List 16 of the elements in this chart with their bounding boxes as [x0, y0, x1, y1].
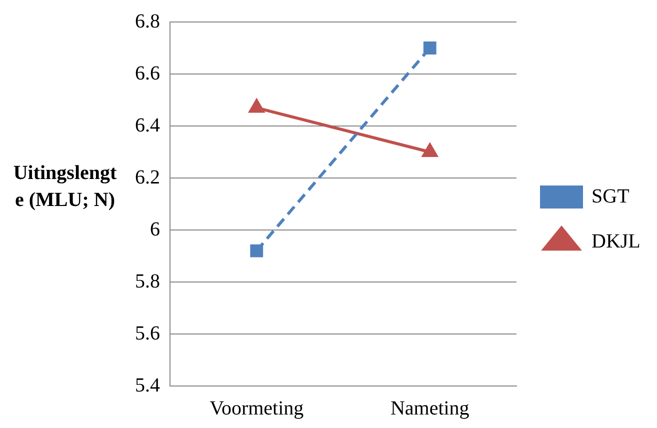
- y-tick-label: 5.8: [135, 270, 160, 292]
- y-tick-label: 6.8: [135, 10, 160, 32]
- y-tick-label: 5.6: [135, 322, 160, 344]
- y-tick-label: 6.4: [135, 114, 160, 136]
- legend-label: DKJL: [592, 230, 640, 252]
- x-tick-label: Nameting: [390, 397, 470, 420]
- point: [250, 244, 264, 258]
- legend-label: SGT: [592, 185, 630, 208]
- y-tick-label: 6.2: [135, 166, 160, 188]
- y-tick-label: 6: [150, 218, 160, 240]
- point: [249, 99, 264, 113]
- point: [422, 144, 438, 157]
- y-tick-label: 6.6: [135, 62, 160, 84]
- y-tick-label: 5.4: [135, 374, 160, 396]
- x-tick-label: Voormeting: [210, 397, 304, 420]
- y-axis-title: Uitingslengte (MLU; N): [12, 161, 118, 213]
